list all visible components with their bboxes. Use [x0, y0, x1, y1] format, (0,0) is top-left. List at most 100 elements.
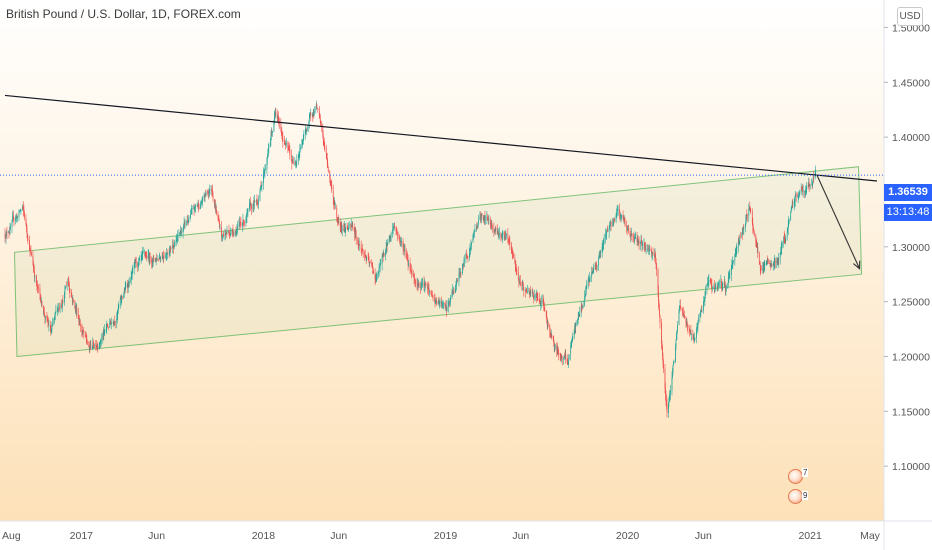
- candle-body: [443, 302, 444, 304]
- candle-body: [736, 246, 738, 250]
- candle-body: [126, 284, 128, 287]
- candle-body: [379, 264, 381, 267]
- candle-body: [484, 215, 486, 220]
- candle-body: [605, 233, 607, 234]
- candle-body: [619, 209, 620, 215]
- candle-body: [252, 204, 254, 209]
- candle-body: [91, 346, 93, 348]
- candle-body: [90, 344, 92, 348]
- candle-body: [242, 224, 243, 226]
- candle-body: [261, 183, 263, 187]
- candle-body: [441, 301, 442, 307]
- candle-body: [544, 307, 546, 312]
- candle-body: [629, 230, 631, 237]
- candle-body: [296, 160, 298, 162]
- candle-body: [58, 307, 60, 310]
- candle-body: [43, 306, 44, 314]
- candle-body: [297, 157, 299, 161]
- candle-body: [422, 282, 423, 284]
- candle-body: [197, 205, 198, 207]
- uk-flag-event-icon[interactable]: [788, 469, 803, 484]
- arrow-head: [853, 260, 861, 270]
- candle-body: [243, 220, 244, 223]
- candle-body: [563, 356, 565, 358]
- candle-body: [253, 202, 255, 206]
- candle-body: [162, 256, 164, 257]
- candle-body: [240, 222, 242, 226]
- candle-body: [99, 341, 101, 343]
- candle-body: [683, 312, 684, 317]
- candle-body: [216, 209, 217, 214]
- candle-body: [85, 335, 87, 337]
- candle-body: [435, 300, 437, 301]
- candle-body: [647, 248, 648, 250]
- candle-body: [584, 294, 586, 296]
- candle-body: [476, 226, 478, 228]
- candle-body: [715, 287, 717, 288]
- candle-body: [661, 322, 662, 344]
- candle-body: [56, 309, 58, 311]
- candle-body: [142, 252, 144, 255]
- candle-body: [400, 241, 401, 243]
- candle-body: [690, 329, 691, 333]
- candle-body: [452, 290, 453, 292]
- candle-body: [415, 282, 416, 285]
- candle-body: [511, 251, 513, 254]
- candle-body: [581, 306, 583, 308]
- candle-body: [459, 271, 461, 273]
- candle-body: [159, 257, 161, 260]
- candle-body: [593, 267, 595, 271]
- candle-body: [86, 342, 88, 345]
- candle-body: [303, 134, 305, 136]
- currency-button[interactable]: USD: [897, 7, 923, 26]
- x-tick-label: 2021: [798, 530, 822, 542]
- candle-body: [154, 258, 156, 260]
- candle-body: [601, 246, 603, 252]
- candle-body: [365, 257, 367, 261]
- candle-body: [704, 295, 706, 301]
- candle-body: [190, 212, 192, 215]
- candle-body: [436, 300, 437, 304]
- candle-body: [357, 240, 359, 243]
- candle-body: [787, 225, 789, 229]
- candle-body: [812, 177, 814, 182]
- candle-body: [633, 236, 635, 241]
- us-flag-event-icon[interactable]: [788, 489, 803, 504]
- candle-body: [149, 256, 151, 260]
- candle-body: [95, 346, 97, 347]
- candle-body: [308, 118, 310, 122]
- candle-body: [812, 181, 814, 186]
- candle-body: [409, 263, 411, 269]
- candle-body: [88, 344, 90, 347]
- candle-body: [774, 260, 776, 263]
- candle-body: [735, 253, 737, 254]
- candle-body: [33, 268, 35, 272]
- candle-body: [445, 305, 447, 309]
- candle-body: [560, 357, 562, 360]
- candle-body: [521, 283, 523, 286]
- candle-body: [676, 334, 677, 341]
- candle-body: [425, 283, 426, 285]
- candle-body: [477, 227, 478, 228]
- candle-body: [261, 186, 262, 188]
- candle-body: [659, 315, 661, 323]
- candle-body: [698, 317, 699, 323]
- candle-body: [790, 209, 792, 213]
- candle-body: [322, 125, 324, 136]
- candle-body: [626, 226, 627, 228]
- candle-body: [720, 281, 722, 284]
- candle-body: [81, 326, 83, 332]
- candle-body: [421, 282, 423, 285]
- x-tick-label: Jun: [512, 530, 529, 542]
- candle-body: [672, 365, 674, 373]
- candle-body: [484, 215, 485, 219]
- candle-body: [732, 261, 734, 263]
- candle-body: [211, 189, 212, 190]
- candle-body: [666, 400, 667, 405]
- candle-body: [287, 142, 289, 148]
- candle-body: [351, 226, 353, 227]
- candle-body: [158, 257, 160, 259]
- candle-body: [550, 335, 552, 338]
